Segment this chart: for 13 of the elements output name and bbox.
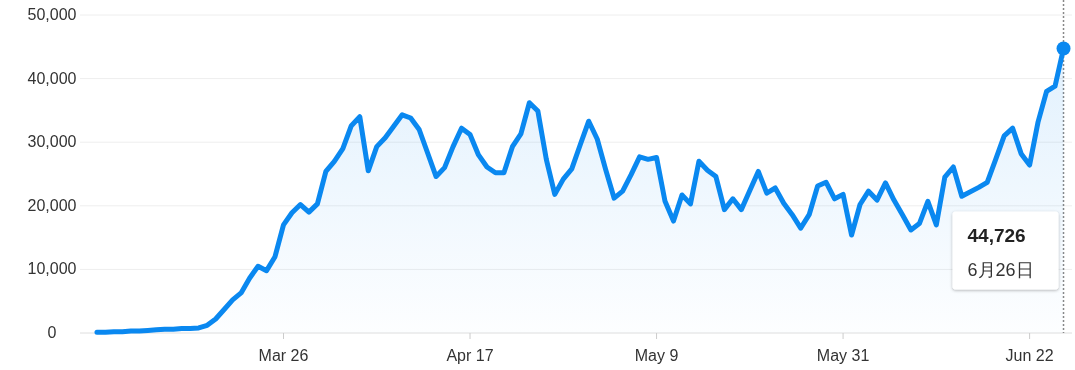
y-tick-label: 50,000 <box>27 6 77 23</box>
x-tick-label: May 31 <box>816 347 870 364</box>
y-tick-label: 20,000 <box>27 196 77 214</box>
y-tick-label: 10,000 <box>27 260 77 278</box>
y-tick-label: 40,000 <box>27 69 77 87</box>
annotation: 44,726 <box>967 224 1026 246</box>
x-tick-label: Apr 17 <box>446 347 494 364</box>
x-tick-label: Mar 26 <box>258 347 309 364</box>
y-tick-label: 30,000 <box>27 133 77 151</box>
y-tick-label: 0 <box>47 324 57 341</box>
x-tick-label: Jun 22 <box>1005 347 1054 364</box>
annotation: 6月26日 <box>967 259 1034 280</box>
x-tick-label: May 9 <box>634 347 679 364</box>
